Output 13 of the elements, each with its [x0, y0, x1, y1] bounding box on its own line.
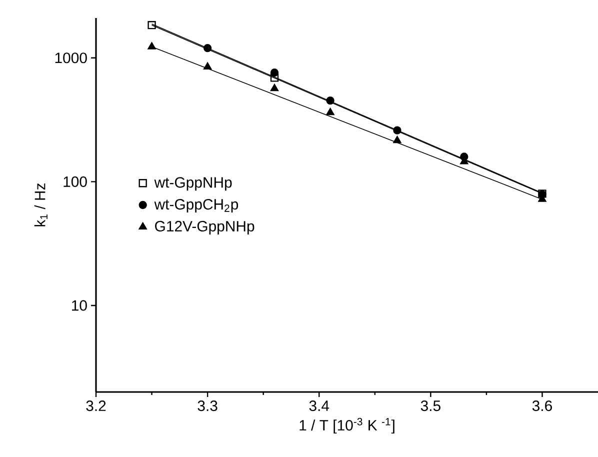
legend-label: wt-GppNHp	[154, 177, 232, 191]
x-tick-label: 3.4	[309, 400, 330, 412]
legend-label: wt-GppCH$_{2}$p	[154, 199, 238, 213]
y-axis-title: k$_{1}$ / Hz	[34, 184, 48, 226]
x-tick-label: 3.6	[532, 400, 552, 412]
legend-label: G12V-GppNHp	[155, 220, 254, 234]
x-tick-label: 3.2	[86, 400, 106, 412]
y-tick-label: 100	[64, 176, 87, 187]
y-tick-label: 1000	[55, 52, 87, 64]
y-tick-label: 10	[72, 300, 87, 311]
x-tick-label: 3.5	[420, 400, 440, 412]
x-axis-title: 1 / T [10$^{-3}$ K $^{-1}$]	[300, 418, 394, 434]
x-tick-label: 3.3	[198, 400, 218, 412]
